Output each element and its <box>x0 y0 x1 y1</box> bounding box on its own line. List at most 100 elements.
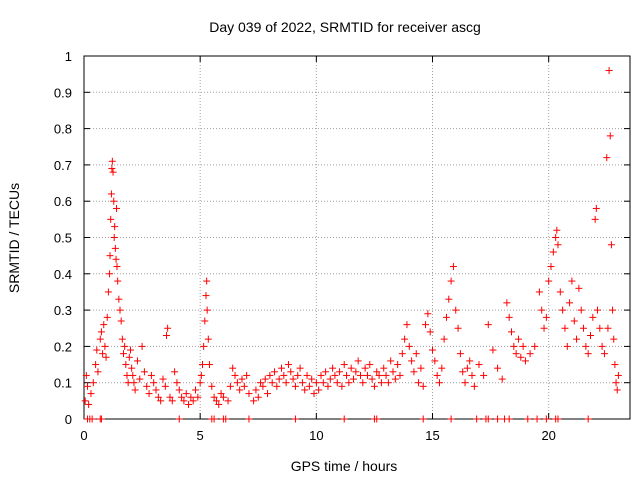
data-point <box>480 371 488 379</box>
y-tick-label: 0.9 <box>54 85 72 100</box>
data-point <box>194 393 202 401</box>
data-point <box>568 277 576 285</box>
data-point <box>394 361 402 369</box>
data-point <box>115 295 123 303</box>
data-point <box>112 255 120 263</box>
y-tick-label: 0.7 <box>54 158 72 173</box>
data-point <box>445 295 453 303</box>
data-point <box>94 368 102 376</box>
data-point <box>122 361 130 369</box>
data-point <box>514 335 522 343</box>
data-point <box>352 368 360 376</box>
data-point <box>333 379 341 387</box>
data-point <box>435 379 443 387</box>
data-point <box>373 368 381 376</box>
data-point <box>424 310 432 318</box>
data-point <box>106 270 114 278</box>
data-point <box>210 393 218 401</box>
data-point <box>426 328 434 336</box>
data-point <box>106 252 114 260</box>
data-point <box>93 346 101 354</box>
data-point <box>108 157 116 165</box>
data-point <box>178 393 186 401</box>
data-point <box>275 375 283 383</box>
data-point <box>117 317 125 325</box>
data-point <box>606 132 614 140</box>
data-point <box>531 342 539 350</box>
data-point <box>128 364 136 372</box>
data-point <box>512 350 520 358</box>
data-point <box>236 386 244 394</box>
data-point <box>201 317 209 325</box>
data-point <box>85 400 93 408</box>
y-tick-label: 0.3 <box>54 303 72 318</box>
data-point <box>97 415 105 423</box>
data-point <box>252 386 260 394</box>
data-point <box>113 263 121 271</box>
data-point <box>521 357 529 365</box>
data-point <box>592 204 600 212</box>
data-point <box>296 364 304 372</box>
data-point <box>517 353 525 361</box>
data-point <box>466 357 474 365</box>
data-point <box>508 328 516 336</box>
data-point <box>429 346 437 354</box>
data-point <box>461 379 469 387</box>
chart-title: Day 039 of 2022, SRMTID for receiver asc… <box>209 19 481 35</box>
data-point <box>573 335 581 343</box>
data-point <box>111 244 119 252</box>
data-point <box>131 386 139 394</box>
data-point <box>419 382 427 390</box>
data-point <box>422 321 430 329</box>
data-point <box>109 168 117 176</box>
data-point <box>535 288 543 296</box>
data-point <box>577 306 585 314</box>
data-point <box>113 204 121 212</box>
data-point <box>87 390 95 398</box>
data-points <box>81 67 622 423</box>
data-point <box>498 375 506 383</box>
data-point <box>559 306 567 314</box>
data-point <box>291 415 299 423</box>
data-point <box>419 415 427 423</box>
data-point <box>605 67 613 75</box>
data-point <box>219 393 227 401</box>
data-point <box>147 371 155 379</box>
data-point <box>405 342 413 350</box>
data-point <box>343 371 351 379</box>
y-axis-ticks: 0 0.1 0.2 0.3 0.4 0.5 0.6 0.7 0.8 0.9 1 <box>54 49 630 427</box>
data-point <box>312 379 320 387</box>
data-point <box>110 197 118 205</box>
data-point <box>198 361 206 369</box>
data-point <box>598 342 606 350</box>
data-point <box>83 382 91 390</box>
y-tick-label: 0.2 <box>54 339 72 354</box>
data-point <box>398 350 406 358</box>
data-point <box>377 379 385 387</box>
data-point <box>363 371 371 379</box>
data-point <box>96 335 104 343</box>
data-point <box>510 342 518 350</box>
data-point <box>277 364 285 372</box>
data-point <box>171 368 179 376</box>
data-point <box>99 350 107 358</box>
data-point <box>589 313 597 321</box>
data-point <box>204 335 212 343</box>
data-point <box>185 400 193 408</box>
data-point <box>505 313 513 321</box>
data-point <box>182 390 190 398</box>
grid <box>84 56 630 419</box>
data-point <box>449 263 457 271</box>
data-point <box>291 382 299 390</box>
data-point <box>125 353 133 361</box>
data-point <box>166 393 174 401</box>
data-point <box>254 393 262 401</box>
data-point <box>552 234 560 241</box>
data-point <box>175 386 183 394</box>
data-point <box>375 371 383 379</box>
data-point <box>593 306 601 314</box>
data-point <box>130 379 138 387</box>
data-point <box>447 415 455 423</box>
x-axis-label: GPS time / hours <box>291 458 398 474</box>
data-point <box>168 397 176 405</box>
